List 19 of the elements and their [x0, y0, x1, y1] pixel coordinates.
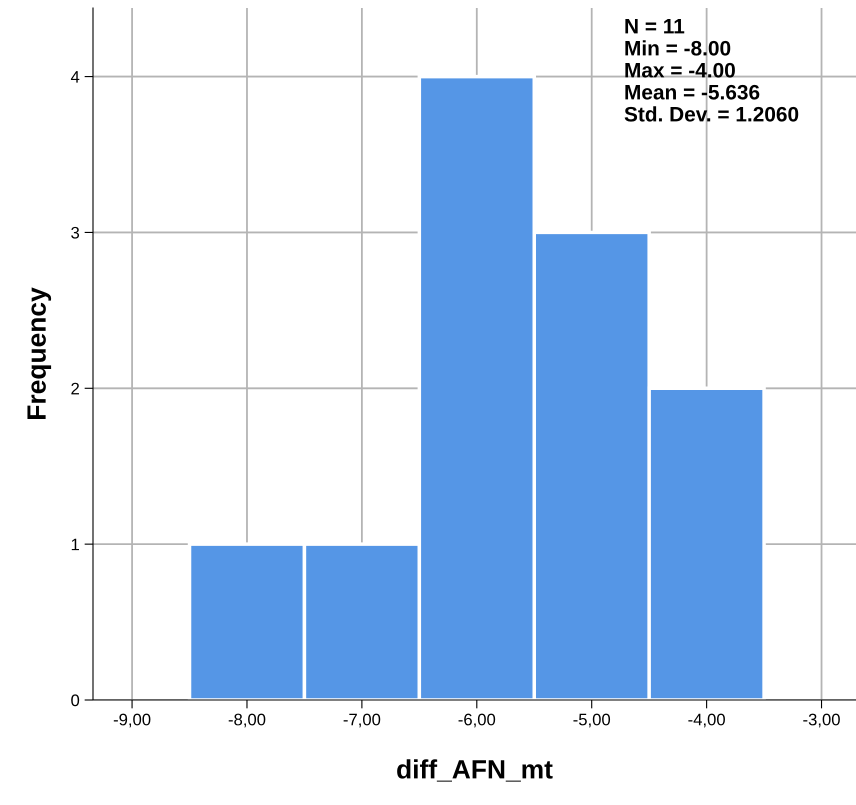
x-tick-label: -3,00	[803, 714, 840, 728]
x-tick-label: -9,00	[114, 714, 150, 728]
x-tick-label: -8,00	[228, 714, 266, 728]
x-tick-label: -4,00	[688, 714, 725, 728]
y-tick-label: 3	[71, 226, 80, 239]
x-tick-label: -7,00	[344, 714, 380, 728]
y-tick-label: 0	[71, 694, 80, 706]
x-axis-title: diff_AFN_mt	[397, 759, 553, 782]
y-tick-label: 2	[71, 382, 79, 394]
y-axis-title: Frequency	[27, 287, 52, 419]
annotation: Max = -4.00	[625, 62, 735, 78]
annotation: Mean = -5.636	[625, 84, 760, 100]
y-tick-label: 1	[72, 538, 79, 550]
y-tick-label: 4	[70, 71, 80, 83]
x-tick-label: -6,00	[458, 714, 496, 728]
annotation: Min = -8.00	[625, 40, 730, 56]
x-tick-label: -5,00	[573, 714, 610, 728]
annotation: Std. Dev. = 1.2060	[624, 106, 798, 122]
annotation: N = 11	[625, 19, 684, 34]
